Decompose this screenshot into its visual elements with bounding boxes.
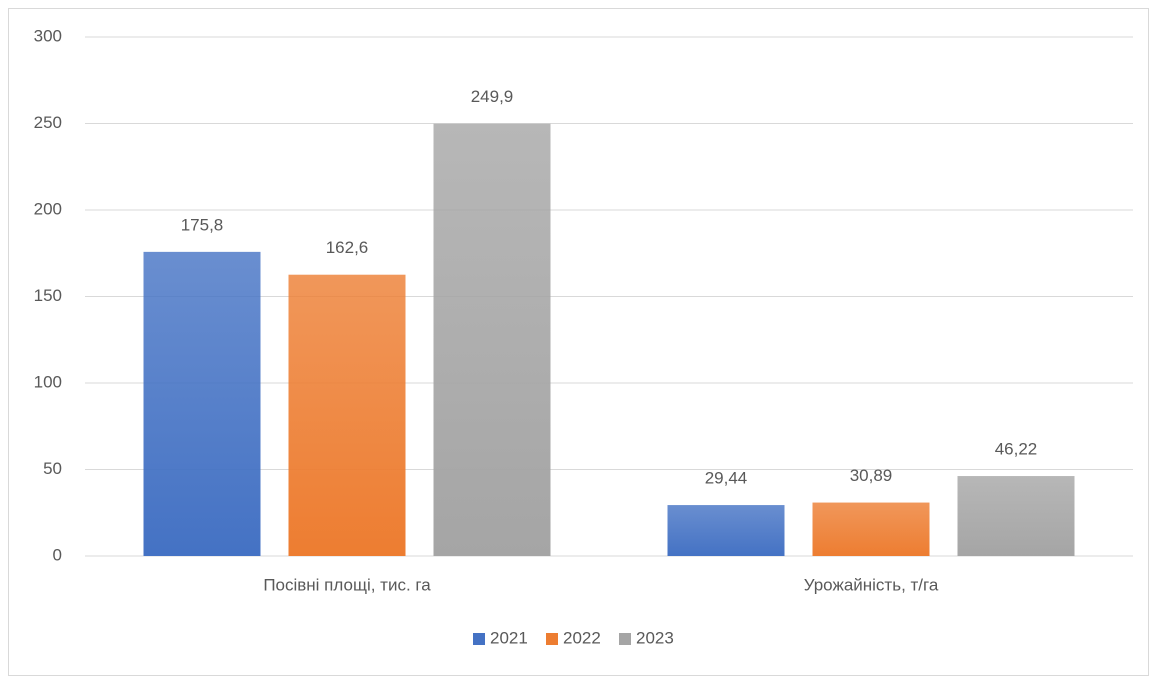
bar xyxy=(812,502,930,556)
bar xyxy=(288,274,406,556)
x-tick-label: Урожайність, т/га xyxy=(804,575,939,594)
legend-swatch xyxy=(619,633,631,645)
legend-label: 2021 xyxy=(490,628,528,647)
y-tick-label: 200 xyxy=(34,199,62,218)
data-label: 175,8 xyxy=(181,215,224,234)
data-label: 249,9 xyxy=(471,87,514,106)
y-tick-label: 150 xyxy=(34,286,62,305)
data-label: 46,22 xyxy=(995,440,1038,459)
y-tick-label: 300 xyxy=(34,26,62,45)
y-tick-label: 50 xyxy=(43,459,62,478)
x-tick-label: Посівні площі, тис. га xyxy=(263,575,431,594)
y-tick-label: 0 xyxy=(53,545,62,564)
y-tick-label: 100 xyxy=(34,372,62,391)
legend-label: 2022 xyxy=(563,628,601,647)
legend-swatch xyxy=(546,633,558,645)
legend-label: 2023 xyxy=(636,628,674,647)
bar xyxy=(433,123,551,556)
data-label: 30,89 xyxy=(850,466,893,485)
bar xyxy=(667,505,785,556)
data-label: 29,44 xyxy=(705,469,748,488)
data-label: 162,6 xyxy=(326,238,369,257)
bar xyxy=(957,476,1075,556)
y-tick-label: 250 xyxy=(34,113,62,132)
legend-swatch xyxy=(473,633,485,645)
bar xyxy=(143,251,261,556)
